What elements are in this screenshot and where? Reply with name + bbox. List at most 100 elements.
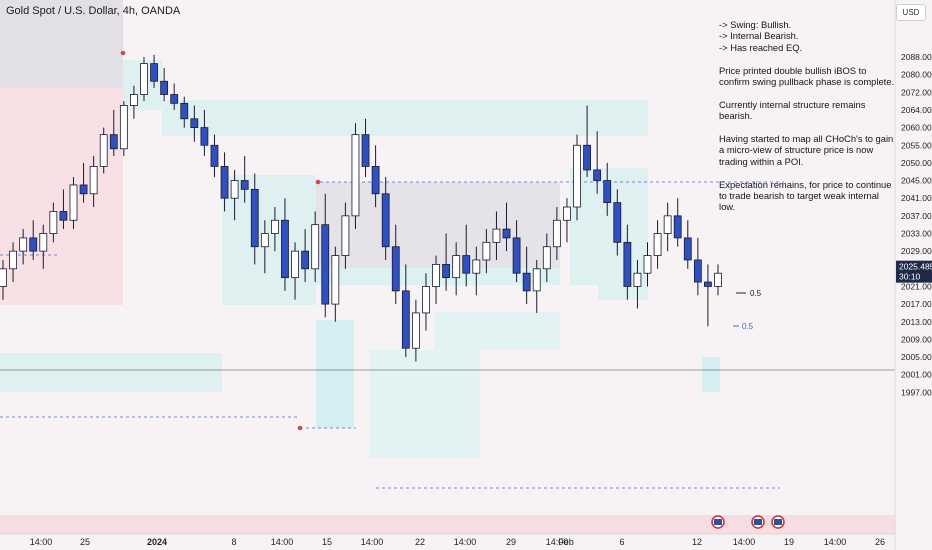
- time-tick-label: 14:00: [271, 537, 294, 547]
- candle-body: [462, 255, 471, 274]
- price-tick-label: 2055.000: [901, 140, 932, 150]
- price-tick-label: 2041.000: [901, 193, 932, 203]
- time-axis: 14:00 25 2024 8 14:00 15 14:00 22 14:00 29 14:00Fe…: [0, 533, 895, 547]
- price-tick-label: 2033.000: [901, 229, 932, 239]
- fib-label: 0.5: [750, 289, 762, 298]
- candle-body: [512, 237, 521, 274]
- poi-zone: [162, 100, 648, 136]
- candle-body: [79, 184, 88, 195]
- price-tick-label: 2045.000: [901, 176, 932, 186]
- candle-body: [593, 169, 602, 181]
- time-tick-label: 14:00: [733, 537, 756, 547]
- swing-point-marker: [297, 425, 303, 431]
- price-tick-label: 2005.000: [901, 352, 932, 362]
- candle-body: [542, 246, 551, 270]
- candle-body: [0, 268, 7, 287]
- candle-body: [381, 193, 390, 248]
- candle-body: [482, 241, 491, 261]
- candle-body: [583, 144, 591, 171]
- poi-zone: [370, 350, 480, 458]
- time-tick-label: 2024: [147, 537, 167, 547]
- candle-body: [59, 211, 68, 221]
- time-tick-label: 19: [784, 537, 794, 547]
- time-tick-label: 14:00: [30, 537, 53, 547]
- time-tick-label: 8: [231, 537, 236, 547]
- candle-body: [271, 219, 279, 234]
- price-tick-label: 2001.000: [901, 370, 932, 380]
- candle-body: [9, 250, 17, 270]
- candle-body: [29, 237, 38, 252]
- candle-body: [603, 180, 612, 204]
- price-tick-label: 2088.000: [901, 52, 932, 62]
- candle-body: [391, 246, 400, 292]
- candle-body: [119, 105, 128, 150]
- time-tick-label: 6: [619, 537, 624, 547]
- time-tick-label: Feb: [558, 537, 574, 547]
- note-paragraph: Currently internal structure remains bea…: [719, 98, 866, 122]
- candle-body: [150, 63, 158, 82]
- time-tick-label: 29: [506, 537, 516, 547]
- candle-body: [522, 272, 531, 292]
- price-tick-label: 2072.000: [901, 87, 932, 97]
- candle-body: [291, 250, 299, 279]
- poi-zone: [0, 88, 123, 305]
- note-paragraph: Expectation remains, for price to contin…: [719, 178, 892, 213]
- candle-body: [130, 94, 138, 106]
- candle-body: [693, 259, 702, 283]
- candle-body: [331, 255, 340, 305]
- time-tick-label: 14:00: [361, 537, 384, 547]
- candle-body: [230, 180, 239, 199]
- currency-button[interactable]: USD: [896, 4, 926, 21]
- candle-body: [401, 290, 410, 349]
- poi-zone: [0, 353, 222, 392]
- note-paragraph: Price printed double bullish iBOS to con…: [719, 64, 895, 88]
- note-paragraph: Having started to map all CHoCh's to gai…: [719, 133, 894, 167]
- candle-body: [452, 255, 461, 279]
- candle-body: [210, 144, 219, 167]
- candle-body: [502, 228, 511, 239]
- candle-body: [371, 166, 380, 195]
- time-tick-label: 26: [875, 537, 885, 547]
- fib-label: 0.5: [742, 322, 754, 331]
- candle-body: [301, 250, 310, 270]
- candle-body: [683, 237, 692, 261]
- candle-body: [432, 263, 440, 287]
- candle-body: [341, 215, 350, 256]
- candle-body: [663, 215, 672, 234]
- time-tick-label: 14:00: [824, 537, 847, 547]
- candle-body: [552, 219, 561, 248]
- flag-canton: [754, 519, 762, 525]
- candle-body: [89, 166, 98, 195]
- candle-body: [704, 281, 712, 287]
- price-tick-label: 2064.000: [901, 105, 932, 115]
- countdown-label: 30:10: [899, 272, 921, 282]
- candle-body: [109, 134, 118, 150]
- candle-body: [160, 80, 169, 95]
- price-tick-label: 2050.000: [901, 158, 932, 168]
- candle-body: [472, 259, 481, 274]
- candle-body: [422, 286, 430, 314]
- candle-body: [653, 233, 662, 256]
- time-tick-label: 14:00: [454, 537, 477, 547]
- candle-body: [180, 102, 189, 120]
- swing-point-marker: [120, 50, 126, 56]
- poi-zone: [0, 0, 123, 88]
- price-tick-label: 2080.000: [901, 70, 932, 80]
- candle-body: [281, 219, 289, 279]
- candle-body: [673, 215, 682, 239]
- poi-zone: [598, 285, 648, 300]
- time-tick-label: 12: [692, 537, 702, 547]
- note-paragraph: -> Swing: Bullish. -> Internal Bearish. …: [719, 19, 803, 53]
- candle-body: [442, 263, 450, 279]
- price-tick-label: 2037.000: [901, 211, 932, 221]
- candle-body: [623, 241, 632, 287]
- flag-canton: [714, 519, 722, 525]
- candle-body: [351, 134, 360, 217]
- analysis-note: -> Swing: Bullish. -> Internal Bearish. …: [719, 19, 895, 224]
- candle-body: [39, 233, 48, 252]
- candle-body: [240, 180, 249, 190]
- candle-body: [250, 188, 259, 248]
- candle-body: [170, 94, 179, 104]
- structure-lines: 0.5 0.5: [0, 181, 895, 489]
